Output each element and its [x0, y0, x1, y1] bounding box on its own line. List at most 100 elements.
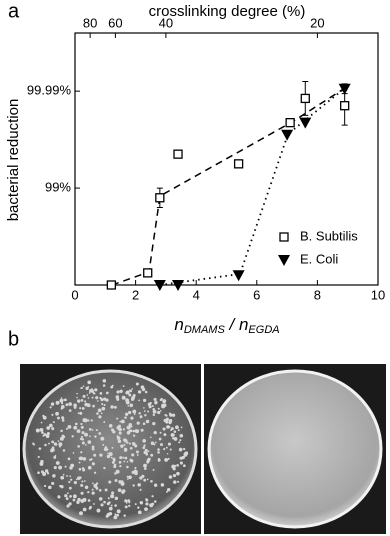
colony: [116, 417, 119, 420]
colony: [84, 403, 87, 406]
colony: [153, 397, 157, 401]
colony: [98, 488, 102, 492]
colony: [91, 462, 95, 466]
colony: [75, 478, 78, 481]
colony: [73, 425, 78, 430]
colony: [81, 484, 84, 487]
colony: [126, 441, 129, 444]
colony: [153, 500, 157, 503]
colony: [59, 436, 64, 441]
colony: [96, 412, 99, 415]
colony: [120, 444, 124, 448]
y-tick-label: 99.99%: [27, 83, 72, 98]
colony: [80, 437, 83, 441]
colony: [160, 483, 165, 487]
y-tick-label: 99%: [45, 180, 71, 195]
x2-tick-label: 40: [159, 15, 173, 30]
colony: [143, 410, 146, 413]
x-label-part: n: [174, 315, 183, 334]
colony: [87, 440, 92, 444]
colony: [119, 389, 123, 393]
colony: [44, 469, 49, 473]
colony: [37, 455, 40, 459]
colony: [93, 503, 95, 505]
colony: [129, 429, 133, 433]
x-axis-label: nDMAMS / nEGDA: [174, 315, 279, 335]
colony: [131, 470, 135, 475]
colony: [128, 393, 132, 397]
colony: [70, 478, 73, 481]
colony: [134, 503, 137, 506]
colony: [91, 447, 95, 451]
point: [340, 101, 350, 111]
colony: [76, 500, 80, 504]
colony: [167, 442, 171, 446]
colony: [96, 508, 101, 513]
colony: [104, 446, 108, 449]
colony: [108, 480, 112, 484]
colony: [132, 484, 135, 487]
colony: [51, 481, 55, 486]
colony: [74, 422, 78, 426]
colony: [116, 513, 120, 517]
colony: [182, 464, 186, 468]
colony: [58, 465, 63, 470]
colony: [127, 425, 130, 429]
colony: [51, 440, 55, 444]
colony: [121, 490, 125, 494]
colony: [100, 398, 104, 402]
colony: [137, 506, 140, 509]
colony: [55, 461, 60, 465]
colony: [122, 428, 126, 431]
colony: [128, 389, 131, 392]
colony: [101, 403, 104, 406]
colony: [68, 486, 72, 490]
colony: [101, 406, 106, 411]
colony: [126, 465, 129, 469]
colony: [46, 432, 50, 436]
colony: [66, 492, 69, 495]
panel-label: a: [8, 0, 20, 22]
colony: [143, 444, 146, 447]
colony: [46, 426, 51, 430]
colony: [110, 456, 113, 459]
plot-frame: [74, 32, 379, 286]
colony: [80, 451, 83, 454]
colony: [152, 409, 157, 414]
colony: [113, 405, 117, 409]
colony: [91, 445, 95, 449]
colony: [100, 436, 105, 441]
colony: [124, 456, 128, 460]
colony: [66, 504, 70, 508]
colony: [65, 403, 69, 407]
colony: [57, 495, 61, 499]
colony: [129, 405, 132, 408]
colony: [172, 473, 177, 478]
point: [143, 268, 153, 278]
colony: [103, 466, 106, 470]
point: [232, 270, 245, 282]
colony: [79, 511, 83, 516]
colony: [150, 479, 153, 483]
colony: [129, 458, 133, 462]
colony: [81, 407, 85, 410]
colony: [69, 495, 72, 498]
colony: [94, 388, 98, 392]
colony: [179, 461, 183, 465]
colony: [171, 413, 176, 417]
colony: [100, 503, 104, 507]
colony: [81, 480, 84, 483]
point: [153, 280, 166, 291]
colony: [132, 434, 136, 437]
colony: [64, 465, 67, 468]
colony: [114, 479, 118, 482]
colony: [78, 461, 81, 464]
colony: [100, 412, 103, 415]
colony: [77, 445, 80, 448]
colony: [133, 413, 136, 415]
colony: [167, 457, 170, 460]
colony: [92, 404, 95, 408]
colony: [143, 451, 147, 455]
colony: [123, 443, 126, 446]
colony: [146, 478, 149, 481]
